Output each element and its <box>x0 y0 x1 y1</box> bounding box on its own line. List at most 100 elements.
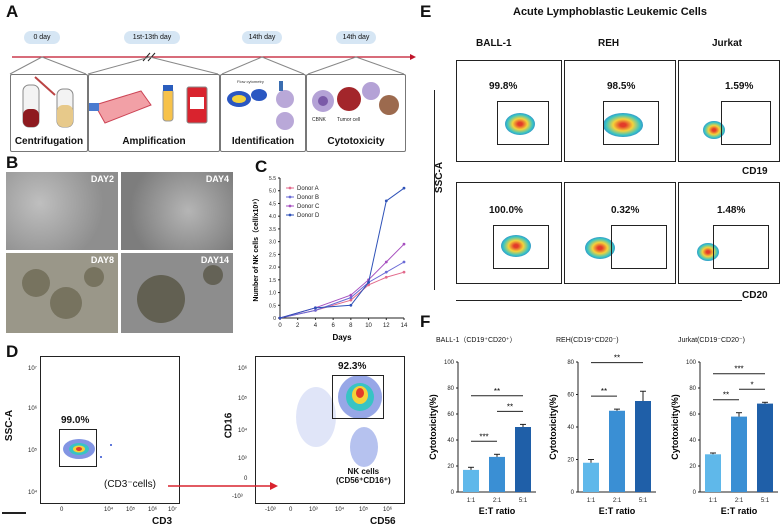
timeline-arrowhead <box>410 54 416 60</box>
c-legend-marker-0 <box>288 186 292 190</box>
pct-e-reh-cd20: 0.32% <box>611 205 640 216</box>
f-sig-label-2-2: *** <box>734 365 743 374</box>
micro-image-day4: DAY4 <box>121 172 233 250</box>
f-ylabel-0: Cytotoxicity(%) <box>428 394 438 460</box>
f-ytick-label-0: 60 <box>447 412 454 418</box>
f-xlabel-0: E:T ratio <box>479 506 516 516</box>
c-ytick-label: 1.5 <box>269 278 276 284</box>
f-ytick-label-0: 100 <box>444 360 455 366</box>
plot2-xlabel: CD56 <box>370 516 396 527</box>
svg-text:0: 0 <box>244 476 248 482</box>
svg-text:-10³: -10³ <box>232 494 243 500</box>
panel-e-y-axis-line <box>434 90 435 290</box>
svg-text:10⁴: 10⁴ <box>335 506 345 513</box>
c-point-s1-1 <box>314 308 317 312</box>
plot1-ylabel: SSC-A <box>4 409 16 442</box>
f-ytick-label-1: 20 <box>567 458 574 464</box>
panel-f-charts: BALL-1（CD19⁺CD20⁺） 0 20 40 60 80 100 Cytotoxici… <box>428 336 778 516</box>
plot2-ylabel: CD16 <box>223 412 235 439</box>
f-title-2: Jurkat(CD19⁻CD20⁻) <box>678 337 745 344</box>
svg-text:0: 0 <box>60 507 64 513</box>
c-point-s2-5 <box>402 242 406 246</box>
c-legend-marker-3 <box>288 213 292 217</box>
svg-text:10³: 10³ <box>309 507 318 513</box>
svg-text:10⁷: 10⁷ <box>168 506 177 513</box>
pct-e-jurkat-cd19: 1.59% <box>725 81 754 92</box>
zoom-lines-0 <box>9 56 87 75</box>
c-legend-label-2: Donor C <box>297 204 320 210</box>
f-bar-0-2 <box>515 427 531 492</box>
flow-e-reh-cd19: 98.5% <box>564 60 676 162</box>
f-xtick-1-1: 2:1 <box>613 498 622 504</box>
f-xtick-0-1: 2:1 <box>493 498 502 504</box>
f-ytick-label-1: 60 <box>567 393 574 399</box>
f-sig-label-0-0: *** <box>479 432 488 441</box>
c-point-s3-3 <box>367 280 370 284</box>
zoom-lines-3 <box>307 56 405 75</box>
f-bar-2-0 <box>705 454 721 492</box>
flow-scatter-cd56 <box>296 375 382 467</box>
c-point-s0-3 <box>367 283 370 287</box>
f-bar-1-2 <box>635 401 651 492</box>
f-bar-1-0 <box>583 462 599 492</box>
c-ytick-label: 3.5 <box>269 227 276 233</box>
c-xtick-label: 14 <box>401 323 408 329</box>
svg-text:10⁵: 10⁵ <box>126 506 136 513</box>
timeline-day-14b: 14th day <box>336 31 376 44</box>
f-ytick-label-2: 100 <box>686 360 697 366</box>
c-point-s0-4 <box>384 275 388 279</box>
svg-text:10⁶: 10⁶ <box>28 405 38 412</box>
c-legend-marker-1 <box>288 195 292 199</box>
plot2-yticks: 10⁶ 10⁵ 10⁴ 10³ 0 -10³ <box>232 365 248 500</box>
c-legend-marker-2 <box>288 204 292 208</box>
f-sig-label-0-1: ** <box>507 402 513 411</box>
svg-text:10⁴: 10⁴ <box>104 506 114 513</box>
svg-text:10⁶: 10⁶ <box>383 506 393 513</box>
panel-label-e: E <box>420 2 432 21</box>
c-point-s3-0 <box>278 316 282 320</box>
flow-e-jurkat-cd20: 1.48% <box>678 182 780 284</box>
f-bar-2-2 <box>757 403 773 492</box>
f-xtick-0-2: 5:1 <box>519 498 528 504</box>
c-ylabel: Number of NK cells（cell/x10⁹） <box>252 194 260 301</box>
f-xtick-0-0: 1:1 <box>467 498 476 504</box>
c-legend-label-0: Donor A <box>297 186 319 192</box>
cytotoxicity-illustration: CBNK Tumor cell <box>312 82 399 123</box>
flow-plot-cd56-cd16: 92.3% NK cells (CD56⁺CD16⁺) <box>255 356 405 504</box>
c-point-s2-2 <box>349 293 353 297</box>
f-ylabel-2: Cytotoxicity(%) <box>670 394 680 460</box>
f-title-0: BALL-1（CD19⁺CD20⁺） <box>436 336 517 344</box>
c-point-s1-5 <box>402 260 406 264</box>
f-sig-label-1-1: ** <box>614 354 620 363</box>
gate-cd3 <box>59 429 97 467</box>
micro-label-day2: DAY2 <box>90 174 114 184</box>
colonies-day14 <box>137 265 223 323</box>
svg-text:10³: 10³ <box>238 456 247 462</box>
phase-cytotoxicity: CBNK Tumor cell Cytotoxicity <box>306 74 406 152</box>
panel-label-c: C <box>255 157 268 176</box>
svg-text:-10³: -10³ <box>265 507 276 513</box>
marker-cd19: CD19 <box>742 166 768 177</box>
c-xtick-label: 8 <box>349 323 353 329</box>
marker-cd20: CD20 <box>742 290 768 301</box>
panel-label-f: F <box>420 312 431 331</box>
micro-image-day2: DAY2 <box>6 172 118 250</box>
c-point-s1-4 <box>384 270 388 274</box>
f-xtick-1-2: 5:1 <box>639 498 648 504</box>
flow-mini-label: Flow cytometry <box>237 79 264 84</box>
phase-label-cytotoxicity: Cytotoxicity <box>327 136 385 147</box>
f-ytick-label-2: 80 <box>689 386 696 392</box>
pct-e-jurkat-cd20: 1.48% <box>717 205 746 216</box>
svg-text:10⁵: 10⁵ <box>28 447 38 454</box>
c-ytick-label: 5.5 <box>269 176 276 182</box>
c-xtick-label: 4 <box>314 323 318 329</box>
flow-scatter-cd3 <box>63 439 112 459</box>
pct-e-ball1-cd20: 100.0% <box>489 205 523 216</box>
flow-e-ball1-cd19: 99.8% <box>456 60 562 162</box>
svg-text:10⁴: 10⁴ <box>28 489 38 496</box>
f-ytick-label-0: 80 <box>447 386 454 392</box>
cd3-neg-label: (CD3⁻cells) <box>104 479 156 490</box>
c-legend-label-1: Donor B <box>297 195 319 201</box>
c-point-s3-4 <box>384 199 388 203</box>
plot1-x-arrow-line <box>2 512 26 514</box>
